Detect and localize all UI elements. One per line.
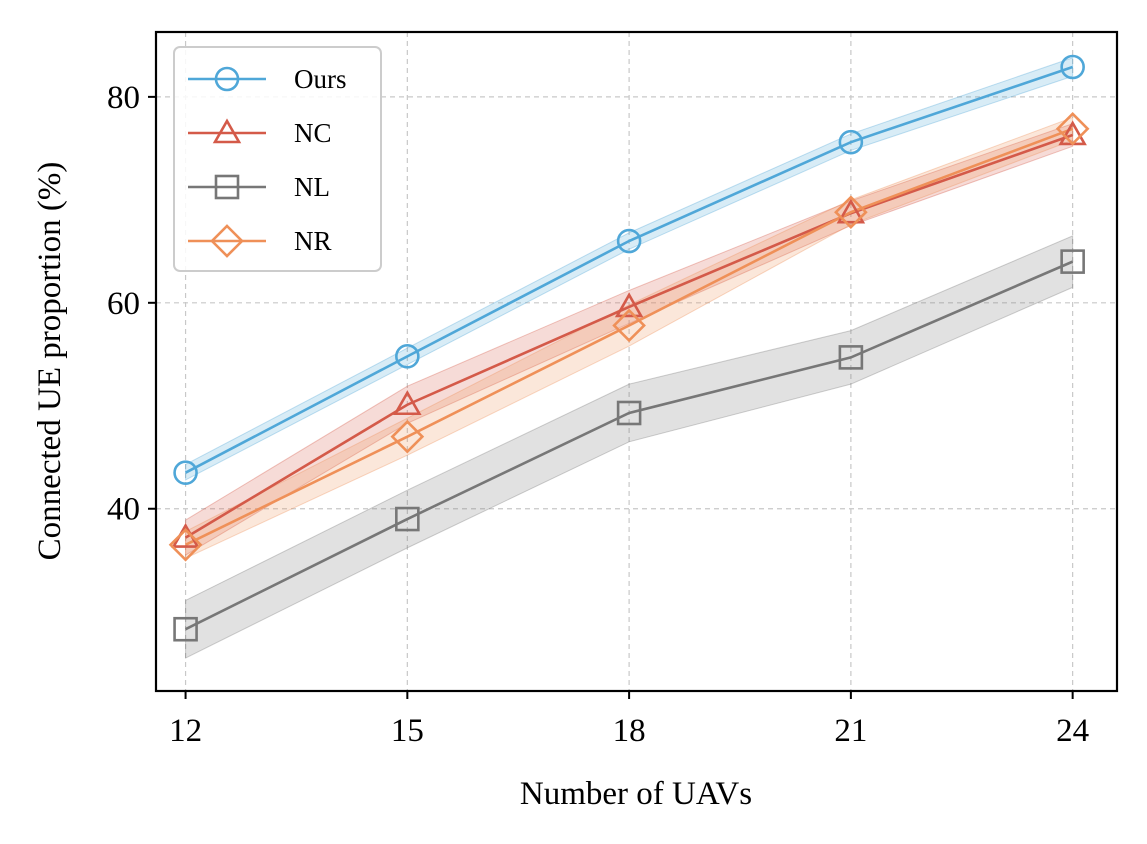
marker-nl-12: [173, 616, 198, 642]
band-nr: [185, 116, 1074, 559]
marker-nl-24: [1060, 249, 1085, 274]
x-tick-label-18: 18: [613, 713, 646, 749]
marker-ours-12: [173, 460, 198, 486]
legend: Ours NC NL NR: [173, 46, 382, 272]
line-nl: [184, 260, 1074, 631]
marker-ours-18: [616, 228, 642, 254]
x-tick-label-15: 15: [391, 713, 424, 749]
marker-nr-12: [168, 527, 203, 562]
legend-label-ours: Ours: [294, 64, 347, 94]
legend-marker-nl: [214, 174, 240, 200]
marker-nc-15: [393, 390, 422, 416]
line-nr: [184, 127, 1074, 546]
band-ours: [185, 57, 1074, 481]
x-tick-label-12: 12: [169, 713, 202, 749]
y-axis-title: Connected UE proportion (%): [32, 162, 68, 561]
line-ours: [184, 65, 1074, 474]
x-axis-title: Number of UAVs: [520, 776, 752, 812]
marker-nr-21: [834, 195, 868, 230]
y-tick-label-40: 40: [107, 492, 140, 528]
marker-nc-18: [614, 292, 644, 318]
axis-ticks: 12 15 18 21 24 40 60 80: [107, 80, 1089, 749]
y-tick-label-80: 80: [107, 80, 140, 116]
plot-frame: [154, 30, 1119, 693]
marker-ours-24: [1060, 54, 1085, 80]
marker-nl-15: [395, 506, 420, 532]
x-tick-label-24: 24: [1056, 713, 1089, 749]
line-nc: [184, 133, 1074, 539]
y-tick-label-60: 60: [107, 286, 140, 322]
legend-marker-nr: [210, 224, 244, 258]
legend-label-nr: NR: [294, 226, 332, 256]
marker-nl-18: [616, 400, 642, 426]
marker-nl-21: [838, 345, 864, 370]
legend-label-nc: NC: [294, 118, 332, 148]
marker-ours-15: [395, 344, 420, 369]
legend-marker-ours: [214, 66, 240, 92]
marker-nr-24: [1055, 111, 1090, 146]
series-lines: [184, 65, 1074, 631]
marker-nc-21: [836, 198, 866, 224]
legend-label-nl: NL: [294, 172, 330, 202]
marker-ours-21: [838, 129, 864, 155]
x-tick-label-21: 21: [834, 713, 867, 749]
marker-nr-18: [612, 308, 646, 343]
legend-marker-nc: [212, 118, 242, 144]
legend-box: [173, 46, 382, 272]
marker-nr-15: [390, 419, 425, 454]
band-nl: [185, 235, 1074, 659]
series-markers: [168, 54, 1090, 642]
